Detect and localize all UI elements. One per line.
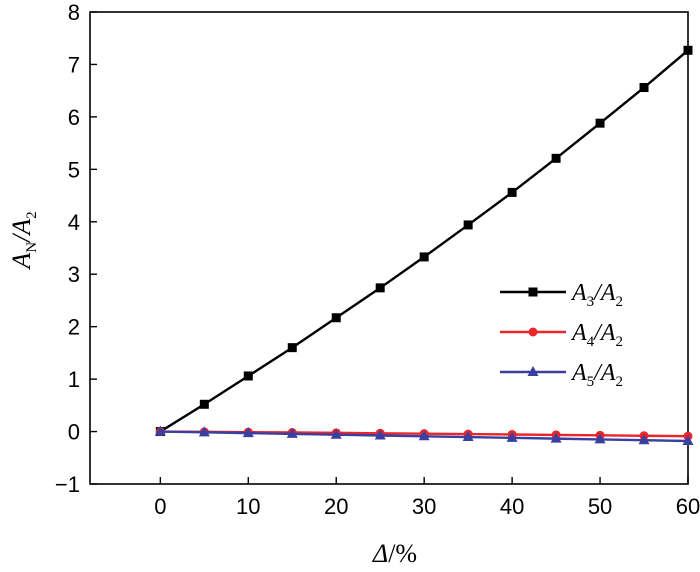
triangle-marker bbox=[682, 434, 694, 445]
y-tick-label: 2 bbox=[68, 315, 80, 340]
legend-item: A3/A2 bbox=[500, 280, 623, 310]
triangle-marker bbox=[418, 430, 430, 441]
square-marker bbox=[243, 371, 253, 381]
triangle-marker bbox=[242, 427, 254, 438]
legend-label-part: A bbox=[570, 280, 587, 306]
y-tick-label: 5 bbox=[68, 157, 80, 182]
legend-label-part: 5 bbox=[587, 374, 595, 390]
legend-item: A5/A2 bbox=[500, 360, 623, 390]
triangle-marker bbox=[506, 431, 518, 442]
x-tick-label: 30 bbox=[412, 494, 436, 519]
series-3 bbox=[154, 425, 694, 445]
x-axis-label: Δ/% bbox=[372, 539, 417, 568]
tick-group: 0 10 20 30 40 50 60 −1 0 1 2 3 4 5 6 7 8 bbox=[55, 0, 700, 519]
series-1 bbox=[155, 45, 693, 437]
legend-label-part: 2 bbox=[616, 374, 624, 390]
legend-label-part: 2 bbox=[616, 294, 624, 310]
y-tick-label: 1 bbox=[68, 367, 80, 392]
y-tick-label: 7 bbox=[68, 52, 80, 77]
y-tick-label: 3 bbox=[68, 262, 80, 287]
square-marker bbox=[331, 313, 341, 323]
triangle-marker bbox=[550, 432, 562, 443]
square-marker bbox=[375, 283, 385, 293]
x-tick-label: 50 bbox=[588, 494, 612, 519]
y-tick-label: 0 bbox=[68, 420, 80, 445]
circle-marker bbox=[528, 327, 538, 337]
square-marker bbox=[551, 153, 561, 163]
legend-item: A4/A2 bbox=[500, 320, 623, 350]
square-marker bbox=[683, 45, 693, 55]
triangle-marker bbox=[594, 433, 606, 444]
legend-label: A4/A2 bbox=[570, 320, 623, 350]
triangle-marker bbox=[374, 429, 386, 440]
legend-label-part: A bbox=[570, 360, 587, 386]
square-marker bbox=[639, 83, 649, 93]
legend-label-part: /A bbox=[592, 280, 616, 306]
triangle-marker bbox=[330, 428, 342, 439]
square-marker bbox=[507, 187, 517, 197]
x-tick-label: 60 bbox=[676, 494, 700, 519]
y-tick-label: 6 bbox=[68, 105, 80, 130]
legend-label-part: /A bbox=[592, 320, 616, 346]
triangle-marker bbox=[527, 366, 539, 376]
square-marker bbox=[199, 399, 209, 409]
y-tick-label: −1 bbox=[55, 472, 80, 497]
square-marker bbox=[463, 220, 473, 230]
x-tick-label: 10 bbox=[236, 494, 260, 519]
y-tick-label: 8 bbox=[68, 0, 80, 25]
triangle-marker bbox=[286, 427, 298, 438]
legend-label-part: 2 bbox=[616, 334, 624, 350]
legend-label: A5/A2 bbox=[570, 360, 623, 390]
y-tick-label: 4 bbox=[68, 210, 80, 235]
legend-label-part: /A bbox=[592, 360, 616, 386]
plot-frame bbox=[89, 11, 689, 485]
triangle-marker bbox=[198, 426, 210, 437]
series-group bbox=[154, 45, 694, 445]
axes bbox=[89, 11, 689, 485]
x-tick-label: 20 bbox=[324, 494, 348, 519]
x-tick-label: 0 bbox=[154, 494, 166, 519]
triangle-marker bbox=[638, 434, 650, 445]
y-axis-label: AN/A2 bbox=[7, 211, 40, 270]
legend-label-part: 4 bbox=[587, 334, 595, 350]
triangle-marker bbox=[154, 425, 166, 436]
square-marker bbox=[287, 343, 297, 353]
square-marker bbox=[595, 118, 605, 128]
legend-label: A3/A2 bbox=[570, 280, 623, 310]
legend-label-part: A bbox=[570, 320, 587, 346]
square-marker bbox=[528, 287, 538, 297]
square-marker bbox=[419, 252, 429, 262]
legend-label-part: 3 bbox=[587, 294, 595, 310]
x-tick-label: 40 bbox=[500, 494, 524, 519]
triangle-marker bbox=[462, 431, 474, 442]
